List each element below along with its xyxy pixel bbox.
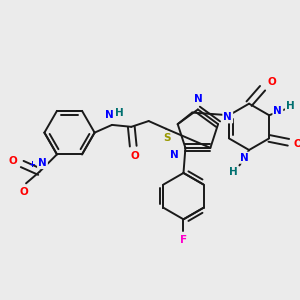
Text: N: N	[194, 94, 202, 104]
Text: N: N	[105, 110, 113, 120]
Text: H: H	[286, 100, 295, 111]
Text: H: H	[229, 167, 238, 177]
Text: O: O	[8, 156, 17, 166]
Text: N: N	[240, 153, 249, 163]
Text: H: H	[115, 108, 124, 118]
Text: O: O	[131, 151, 140, 161]
Text: S: S	[163, 134, 171, 143]
Text: N: N	[224, 112, 232, 122]
Text: F: F	[180, 235, 187, 244]
Text: N: N	[170, 150, 179, 160]
Text: O: O	[294, 139, 300, 149]
Text: O: O	[268, 77, 277, 87]
Text: N: N	[38, 158, 47, 168]
Text: O: O	[20, 187, 28, 197]
Text: +: +	[28, 160, 35, 169]
Text: N: N	[273, 106, 282, 116]
